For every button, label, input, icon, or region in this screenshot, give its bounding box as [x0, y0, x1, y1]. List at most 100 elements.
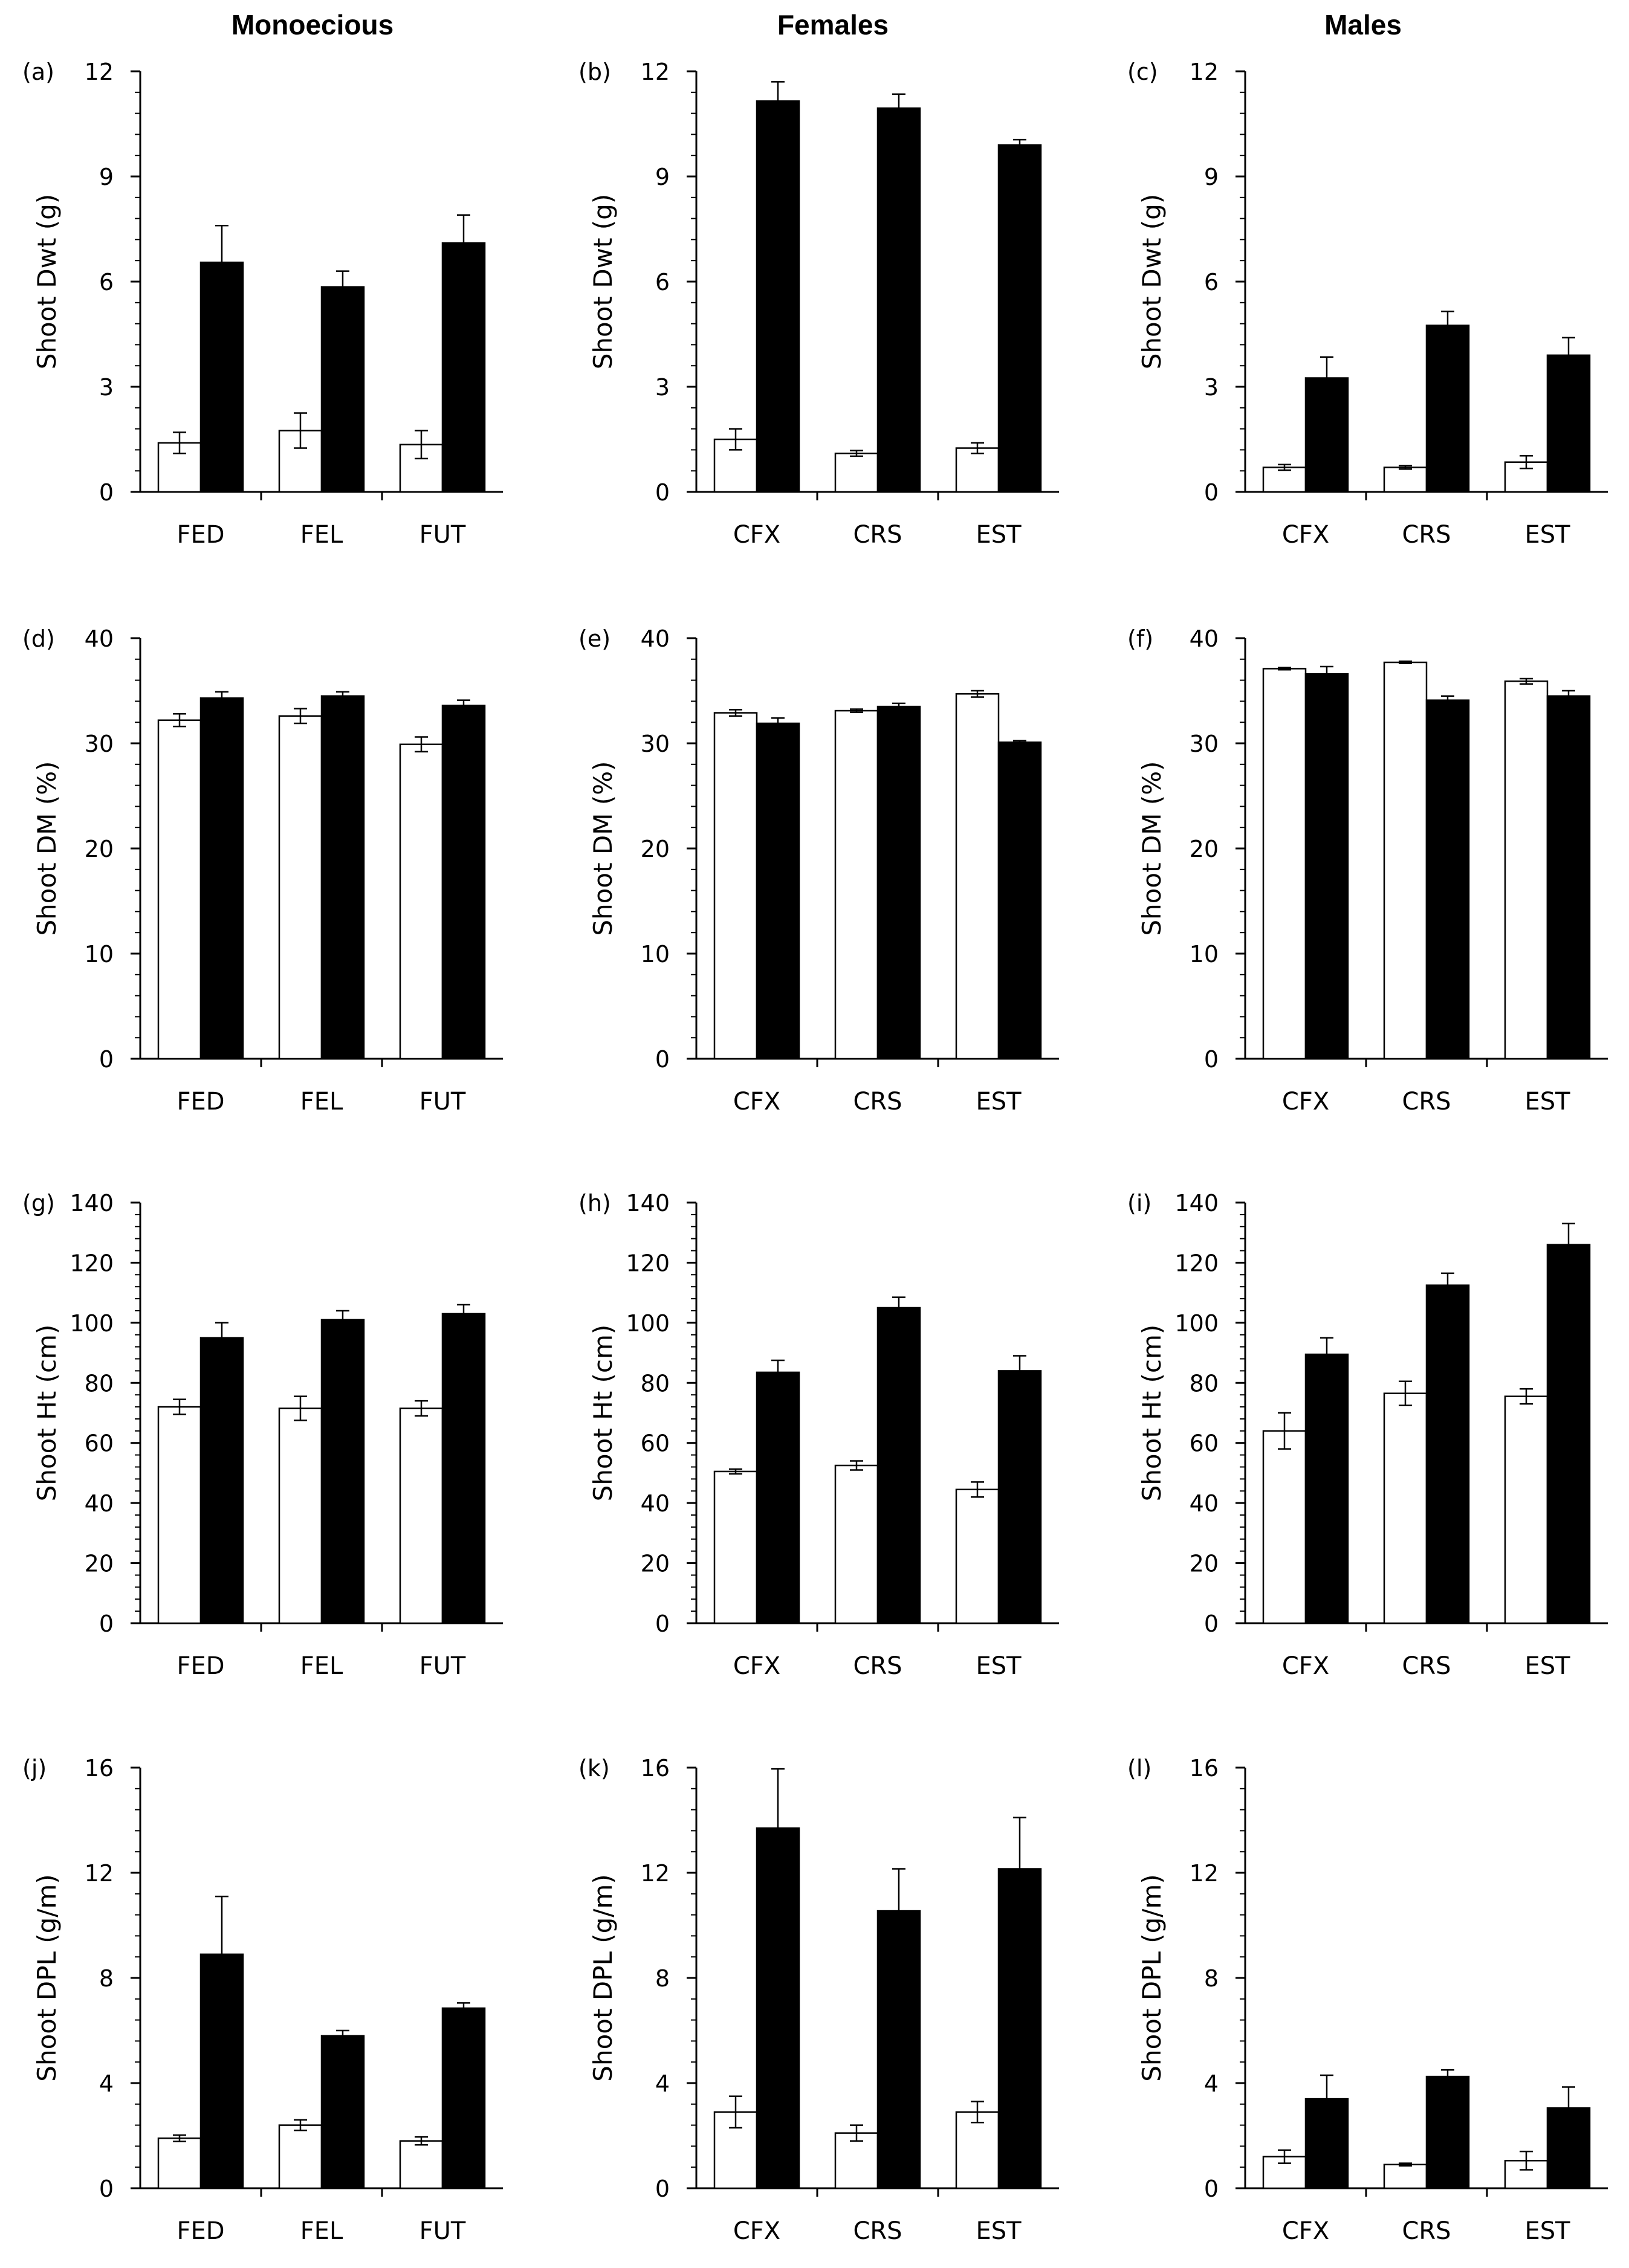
x-tick-label: CFX: [733, 521, 780, 549]
bar-filled-est: [997, 1868, 1042, 2189]
y-tick-label: 0: [655, 1611, 670, 1637]
x-tick-label: CFX: [733, 1088, 780, 1116]
x-tick-label: FEL: [300, 2217, 343, 2245]
bar-open-crs: [1383, 2163, 1428, 2189]
y-tick-label: 60: [85, 1430, 114, 1457]
y-tick-label: 80: [1190, 1370, 1219, 1397]
y-axis-title: Shoot DPL (g/m): [32, 1874, 62, 2081]
bar-open-est: [1504, 1395, 1549, 1624]
x-tick-label: EST: [1524, 2217, 1570, 2245]
y-axis-title: Shoot DM (%): [1137, 761, 1167, 935]
y-tick-label: 0: [99, 1046, 114, 1073]
y-tick-label: 20: [85, 1551, 114, 1577]
bar-open-est: [1504, 680, 1549, 1060]
y-tick-label: 0: [1204, 479, 1219, 506]
y-tick-label: 8: [655, 1965, 670, 1992]
y-tick-label: 0: [1204, 1046, 1219, 1073]
x-tick-label: EST: [976, 521, 1022, 549]
y-axis-title: Shoot Dwt (g): [588, 194, 618, 369]
y-axis-title: Shoot Ht (cm): [1137, 1325, 1167, 1502]
x-tick-label: CRS: [1402, 521, 1451, 549]
panel-label: (j): [22, 1755, 47, 1782]
y-axis-title: Shoot DM (%): [588, 761, 618, 935]
x-tick-label: CFX: [1282, 1652, 1329, 1680]
x-tick-label: CRS: [853, 2217, 902, 2245]
panel-h: 0 20 40 60 80 100 120 140 CFX CRS EST (h) Shoot Ht (…: [578, 1190, 1059, 1680]
bar-open-fel: [278, 2124, 323, 2189]
bar-filled-fut: [441, 705, 486, 1060]
bar-filled-crs: [1425, 1284, 1470, 1624]
bar-filled-fed: [199, 1953, 244, 2189]
bar-filled-cfx: [756, 722, 800, 1060]
y-tick-label: 30: [1190, 731, 1219, 757]
y-tick-label: 12: [641, 1860, 670, 1887]
bar-filled-fed: [199, 1337, 244, 1624]
x-tick-label: EST: [976, 1652, 1022, 1680]
y-axis-title: Shoot DM (%): [32, 761, 62, 935]
bar-open-fel: [278, 715, 323, 1060]
y-tick-label: 80: [641, 1370, 670, 1397]
y-tick-label: 0: [655, 1046, 670, 1073]
bar-open-crs: [834, 452, 879, 493]
x-tick-label: CRS: [853, 1652, 902, 1680]
bar-filled-crs: [1425, 2075, 1470, 2189]
y-tick-label: 6: [99, 269, 114, 296]
y-tick-label: 8: [99, 1965, 114, 1992]
x-tick-label: CFX: [733, 1652, 780, 1680]
panel-g: 0 20 40 60 80 100 120 140 FED FEL FUT (g) Shoot Ht (…: [22, 1190, 503, 1680]
y-tick-label: 4: [99, 2070, 114, 2097]
y-tick-label: 60: [641, 1430, 670, 1457]
y-tick-label: 40: [1190, 1490, 1219, 1517]
bar-open-fut: [399, 2140, 444, 2189]
x-tick-label: FUT: [419, 1088, 466, 1116]
y-axis-title: Shoot Ht (cm): [588, 1325, 618, 1502]
x-tick-label: CFX: [1282, 521, 1329, 549]
x-tick-label: EST: [1524, 1652, 1570, 1680]
bar-open-crs: [1383, 467, 1428, 493]
column-title-monoecious: Monoecious: [231, 9, 394, 40]
y-tick-label: 9: [1204, 164, 1219, 190]
bar-filled-crs: [876, 1307, 921, 1624]
y-tick-label: 12: [85, 1860, 114, 1887]
bar-filled-crs: [876, 1910, 921, 2189]
y-tick-label: 0: [99, 1611, 114, 1637]
bar-open-crs: [1383, 1392, 1428, 1624]
x-tick-label: FUT: [419, 2217, 466, 2245]
y-tick-label: 4: [1204, 2070, 1219, 2097]
y-tick-label: 20: [641, 836, 670, 862]
y-tick-label: 8: [1204, 1965, 1219, 1992]
y-tick-label: 80: [85, 1370, 114, 1397]
bar-filled-fed: [199, 261, 244, 493]
y-axis-title: Shoot Ht (cm): [32, 1325, 62, 1502]
y-tick-label: 10: [1190, 941, 1219, 968]
y-tick-label: 140: [70, 1190, 114, 1216]
x-tick-label: EST: [1524, 1088, 1570, 1116]
y-tick-label: 3: [99, 374, 114, 401]
y-tick-label: 16: [1190, 1755, 1219, 1782]
y-tick-label: 100: [70, 1310, 114, 1337]
bar-open-cfx: [713, 1470, 758, 1624]
y-tick-label: 9: [99, 164, 114, 190]
bar-filled-cfx: [756, 1371, 800, 1624]
bar-open-fut: [399, 1407, 444, 1624]
panel-j: 0 4 8 12 16 FED FEL FUT (j) Shoot DPL (g/m): [22, 1755, 503, 2245]
bar-filled-crs: [876, 705, 921, 1060]
panel-label: (d): [22, 625, 55, 652]
y-tick-label: 4: [655, 2070, 670, 2097]
x-tick-label: CFX: [1282, 2217, 1329, 2245]
bar-open-fel: [278, 1407, 323, 1624]
y-axis-title: Shoot DPL (g/m): [588, 1874, 618, 2081]
y-tick-label: 120: [70, 1250, 114, 1276]
y-tick-label: 30: [85, 731, 114, 757]
column-title-females: Females: [777, 9, 889, 40]
panel-label: (e): [578, 625, 610, 652]
y-axis-title: Shoot DPL (g/m): [1137, 1874, 1167, 2081]
y-tick-label: 10: [85, 941, 114, 968]
y-tick-label: 140: [626, 1190, 670, 1216]
y-tick-label: 120: [626, 1250, 670, 1276]
x-tick-label: FEL: [300, 1088, 343, 1116]
bar-filled-est: [1546, 695, 1591, 1060]
y-axis-title: Shoot Dwt (g): [32, 194, 62, 369]
panel-label: (g): [22, 1190, 55, 1216]
y-tick-label: 12: [1190, 59, 1219, 85]
